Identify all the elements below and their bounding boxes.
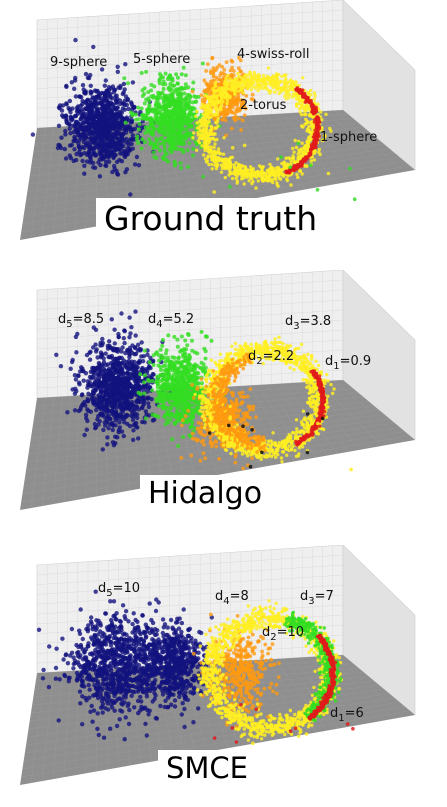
- nine-sphere-cloud: [54, 309, 173, 452]
- nine-sphere-cloud: [30, 37, 156, 197]
- label-value: =7: [315, 589, 334, 604]
- stray-points: [207, 412, 353, 472]
- label-5-sphere: 5-sphere: [133, 52, 190, 67]
- label-subscript: 1: [333, 361, 339, 372]
- label-subscript: 3: [308, 596, 314, 607]
- label-base: d: [98, 581, 106, 596]
- label-base: d: [58, 312, 66, 327]
- label-subscript: 3: [293, 321, 299, 332]
- label-subscript: 2: [270, 632, 276, 643]
- label-base: d: [248, 349, 256, 364]
- label-d5: d5=10: [98, 581, 140, 599]
- label-value: =8: [230, 589, 249, 604]
- label-4-swiss-roll: 4-swiss-roll: [237, 47, 309, 62]
- label-d5: d5=8.5: [58, 312, 104, 330]
- label-2-torus: 2-torus: [240, 98, 287, 113]
- label-9-sphere: 9-sphere: [50, 55, 107, 70]
- caption-hidalgo: Hidalgo: [140, 475, 271, 513]
- label-value: =10: [113, 581, 140, 596]
- scatter-plot-hidalgo: d5=8.5 d4=5.2 d3=3.8d2=2.2 d1=0.9: [20, 270, 416, 510]
- torus-inner-orange: [204, 352, 267, 454]
- one-sphere-arc: [284, 86, 322, 175]
- panel-hidalgo: d5=8.5 d4=5.2 d3=3.8 d2=2.2 d1=0.9 Hidalgo: [0, 270, 447, 530]
- label-d4: d4=5.2: [148, 312, 194, 330]
- panel-ground-truth: 9-sphere 5-sphere 4-swiss-roll 2-torus 1-sph…: [0, 0, 447, 260]
- five-sphere-cloud: [136, 329, 227, 448]
- label-d3: d3=3.8: [285, 314, 331, 332]
- label-base: d: [330, 706, 338, 721]
- label-value: =2.2: [263, 349, 295, 364]
- stray-points: [206, 702, 355, 746]
- label-value: =8.5: [73, 312, 105, 327]
- label-base: d: [262, 625, 270, 640]
- one-sphere-arc: [307, 633, 338, 721]
- label-value: =3.8: [300, 314, 332, 329]
- label-subscript: 1: [338, 713, 344, 724]
- label-base: d: [300, 589, 308, 604]
- label-subscript: 5: [66, 319, 72, 330]
- panel-smce: d5=10 d4=8 d3=7 d2=10 d1=6 SMCE: [0, 545, 447, 807]
- five-sphere-cloud: [133, 597, 214, 730]
- label-d1: d1=0.9: [325, 354, 371, 372]
- label-value: =6: [345, 706, 364, 721]
- one-sphere-arc: [294, 369, 327, 447]
- stray-points: [201, 141, 357, 201]
- label-d4: d4=8: [215, 589, 249, 607]
- label-subscript: 5: [106, 588, 112, 599]
- label-d1: d1=6: [330, 706, 364, 724]
- label-base: d: [285, 314, 293, 329]
- label-subscript: 4: [156, 319, 162, 330]
- label-1-sphere: 1-sphere: [320, 130, 377, 145]
- label-base: d: [325, 354, 333, 369]
- five-sphere-cloud: [122, 61, 222, 170]
- label-base: d: [215, 589, 223, 604]
- label-subscript: 2: [256, 356, 262, 367]
- caption-smce: SMCE: [158, 750, 257, 789]
- caption-ground-truth: Ground truth: [96, 198, 326, 240]
- label-value: =5.2: [163, 312, 195, 327]
- label-d2: d2=2.2: [248, 349, 294, 367]
- label-value: =0.9: [340, 354, 372, 369]
- label-d3: d3=7: [300, 589, 334, 607]
- label-d2: d2=10: [262, 625, 304, 643]
- label-base: d: [148, 312, 156, 327]
- label-subscript: 4: [223, 596, 229, 607]
- label-value: =10: [277, 625, 304, 640]
